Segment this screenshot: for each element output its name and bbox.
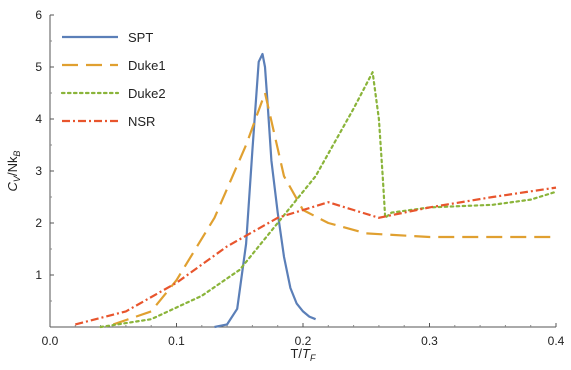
plot-frame <box>49 15 556 328</box>
y-tick-label: 1 <box>35 268 42 282</box>
x-tick-label: 0.2 <box>295 334 312 348</box>
series-line-duke2 <box>99 71 558 329</box>
x-tick-label: 0.0 <box>42 334 59 348</box>
y-tick-label: 5 <box>35 60 42 74</box>
x-tick-label: 0.1 <box>168 334 185 348</box>
x-tick-label: 0.4 <box>548 334 565 348</box>
legend-label-nsr: NSR <box>128 114 155 129</box>
legend-label-duke2: Duke2 <box>128 86 166 101</box>
series-line-duke1 <box>112 91 556 326</box>
y-tick-label: 6 <box>35 8 42 22</box>
x-axis-label: T/TF <box>290 346 316 363</box>
y-tick-label: 4 <box>35 112 42 126</box>
y-ticks: 1 2 3 4 5 6 <box>35 8 54 302</box>
y-axis-label: CV/NkB <box>5 151 22 192</box>
legend-label-duke1: Duke1 <box>128 58 166 73</box>
legend-label-spt: SPT <box>128 30 153 45</box>
series-line-nsr <box>75 186 557 326</box>
y-tick-label: 3 <box>35 164 42 178</box>
series-layer <box>75 52 558 329</box>
y-tick-label: 2 <box>35 216 42 230</box>
x-tick-label: 0.3 <box>421 334 438 348</box>
legend: SPT Duke1 Duke2 NSR <box>60 30 166 129</box>
x-ticks: 0.0 0.1 0.2 0.3 0.4 <box>42 323 565 348</box>
